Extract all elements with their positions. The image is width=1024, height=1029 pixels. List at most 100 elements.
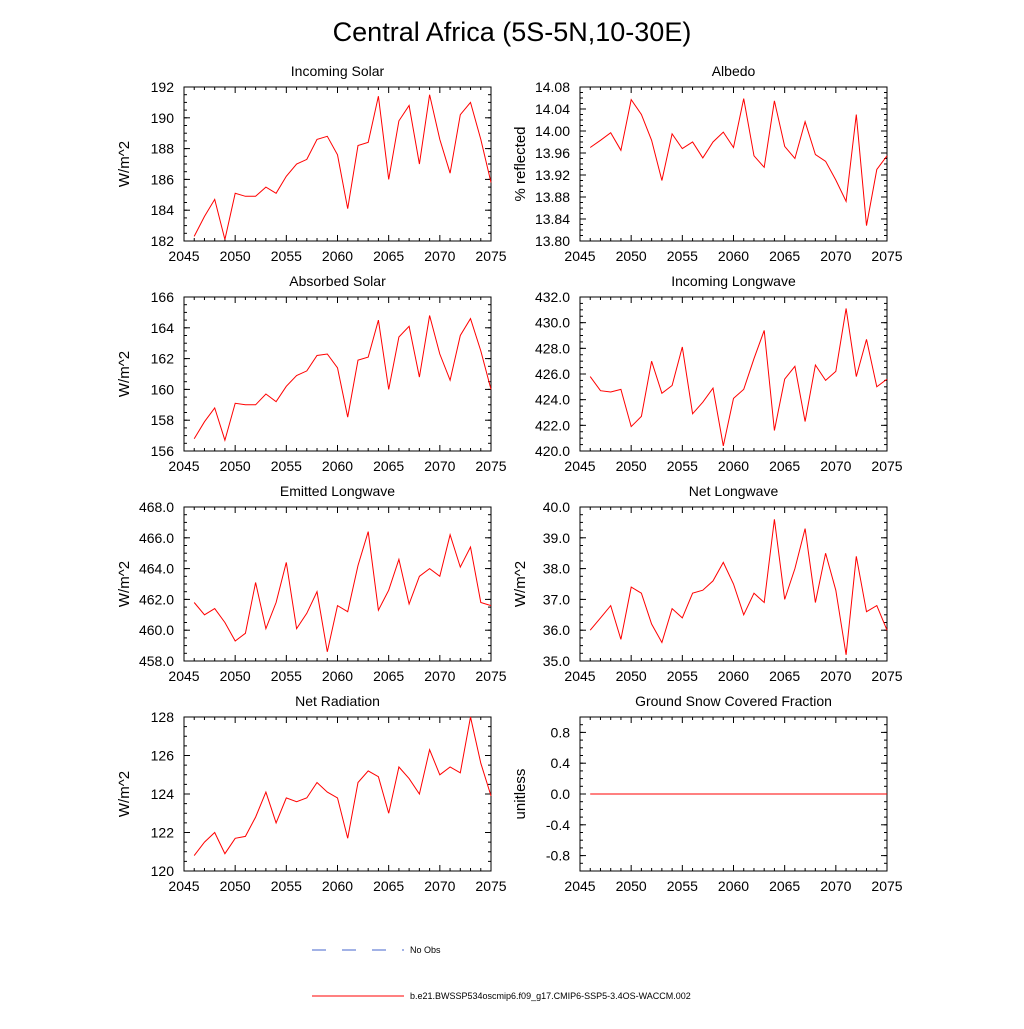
x-tick-label: 2045: [564, 248, 595, 264]
y-tick-label: 464.0: [139, 561, 174, 577]
x-tick-label: 2060: [718, 878, 749, 894]
x-tick-label: 2055: [667, 458, 698, 474]
y-tick-label: 462.0: [139, 591, 174, 607]
y-tick-label: 188: [151, 141, 175, 157]
y-tick-label: 430.0: [535, 315, 570, 331]
y-tick-label: 37.0: [543, 591, 570, 607]
x-tick-label: 2070: [820, 668, 851, 684]
legend-no-obs-label: No Obs: [410, 945, 441, 955]
panel-title: Incoming Solar: [291, 63, 385, 79]
y-tick-label: 182: [151, 233, 175, 249]
y-tick-label: 466.0: [139, 530, 174, 546]
x-tick-label: 2060: [718, 458, 749, 474]
y-tick-label: 0.4: [551, 755, 571, 771]
panel-frame: [579, 86, 888, 242]
x-tick-label: 2075: [871, 458, 902, 474]
x-tick-label: 2060: [322, 458, 353, 474]
y-tick-label: 186: [151, 171, 175, 187]
x-tick-label: 2055: [271, 458, 302, 474]
y-axis-label: W/m^2: [512, 561, 529, 607]
y-tick-label: 14.04: [535, 101, 570, 117]
panel-7: Ground Snow Covered Fraction 2045 2050 2055…: [512, 693, 903, 894]
panel-frame: [183, 506, 492, 662]
x-tick-label: 2060: [322, 878, 353, 894]
panel-title: Albedo: [712, 63, 756, 79]
series-line: [193, 716, 492, 856]
series-line: [193, 315, 492, 442]
x-tick-label: 2070: [424, 458, 455, 474]
x-tick-label: 2070: [820, 878, 851, 894]
y-tick-label: 432.0: [535, 289, 570, 305]
y-tick-label: 14.08: [535, 79, 570, 95]
y-tick-label: 426.0: [535, 366, 570, 382]
y-tick-label: 128: [151, 709, 175, 725]
x-tick-label: 2050: [220, 458, 251, 474]
y-tick-label: 468.0: [139, 499, 174, 515]
series-line: [589, 308, 888, 447]
y-tick-label: 424.0: [535, 392, 570, 408]
x-tick-label: 2075: [475, 458, 506, 474]
x-tick-label: 2075: [475, 668, 506, 684]
x-tick-label: 2045: [168, 458, 199, 474]
y-tick-label: 126: [151, 748, 175, 764]
x-tick-label: 2055: [271, 878, 302, 894]
x-tick-label: 2050: [220, 248, 251, 264]
y-tick-label: 162: [151, 351, 175, 367]
series-line: [589, 519, 888, 655]
y-tick-label: 13.92: [535, 167, 570, 183]
panel-1: Albedo 2045 2050 2055 2060 2065 2070 2075 13.80 1…: [512, 63, 903, 264]
y-tick-label: 0.8: [551, 724, 571, 740]
y-tick-label: 190: [151, 110, 175, 126]
x-tick-label: 2050: [220, 878, 251, 894]
x-tick-label: 2060: [718, 248, 749, 264]
y-tick-label: 14.00: [535, 123, 570, 139]
x-tick-label: 2075: [871, 248, 902, 264]
panel-5: Net Longwave 2045 2050 2055 2060 2065 2070 2075…: [512, 483, 903, 684]
y-axis-label: W/m^2: [116, 351, 133, 397]
panel-3: Incoming Longwave 2045 2050 2055 2060 2065 207…: [535, 273, 903, 474]
y-tick-label: 158: [151, 412, 175, 428]
x-tick-label: 2070: [820, 458, 851, 474]
panel-6: Net Radiation 2045 2050 2055 2060 2065 2070 207…: [116, 693, 507, 894]
x-tick-label: 2065: [769, 878, 800, 894]
x-tick-label: 2045: [564, 878, 595, 894]
y-tick-label: -0.4: [546, 817, 570, 833]
panel-0: Incoming Solar 2045 2050 2055 2060 2065 2070 20…: [116, 63, 507, 264]
x-tick-label: 2065: [373, 458, 404, 474]
figure-title: Central Africa (5S-5N,10-30E): [333, 17, 692, 47]
x-tick-label: 2055: [271, 668, 302, 684]
x-tick-label: 2045: [564, 668, 595, 684]
x-tick-label: 2055: [667, 878, 698, 894]
y-tick-label: 120: [151, 863, 175, 879]
x-tick-label: 2070: [424, 668, 455, 684]
y-tick-label: 40.0: [543, 499, 570, 515]
x-tick-label: 2050: [616, 248, 647, 264]
y-tick-label: 36.0: [543, 622, 570, 638]
x-tick-label: 2045: [168, 668, 199, 684]
y-tick-label: -0.8: [546, 848, 570, 864]
y-tick-label: 13.80: [535, 233, 570, 249]
y-tick-label: 460.0: [139, 622, 174, 638]
panel-title: Net Radiation: [295, 693, 380, 709]
x-tick-label: 2065: [769, 248, 800, 264]
x-tick-label: 2065: [769, 668, 800, 684]
x-tick-label: 2050: [616, 878, 647, 894]
panel-title: Emitted Longwave: [280, 483, 395, 499]
y-tick-label: 13.88: [535, 189, 570, 205]
panel-4: Emitted Longwave 2045 2050 2055 2060 2065 2070…: [116, 483, 507, 684]
x-tick-label: 2050: [220, 668, 251, 684]
y-axis-label: W/m^2: [116, 771, 133, 817]
y-tick-label: 156: [151, 443, 175, 459]
y-tick-label: 458.0: [139, 653, 174, 669]
y-tick-label: 192: [151, 79, 175, 95]
x-tick-label: 2045: [168, 878, 199, 894]
panel-2: Absorbed Solar 2045 2050 2055 2060 2065 2070 20…: [116, 273, 507, 474]
panel-frame: [183, 296, 492, 452]
x-tick-label: 2075: [871, 878, 902, 894]
y-tick-label: 13.84: [535, 211, 570, 227]
x-tick-label: 2070: [424, 878, 455, 894]
legend-model-label: b.e21.BWSSP534oscmip6.f09_g17.CMIP6-SSP5…: [410, 991, 691, 1001]
x-tick-label: 2060: [322, 248, 353, 264]
x-tick-label: 2065: [373, 248, 404, 264]
x-tick-label: 2055: [667, 248, 698, 264]
